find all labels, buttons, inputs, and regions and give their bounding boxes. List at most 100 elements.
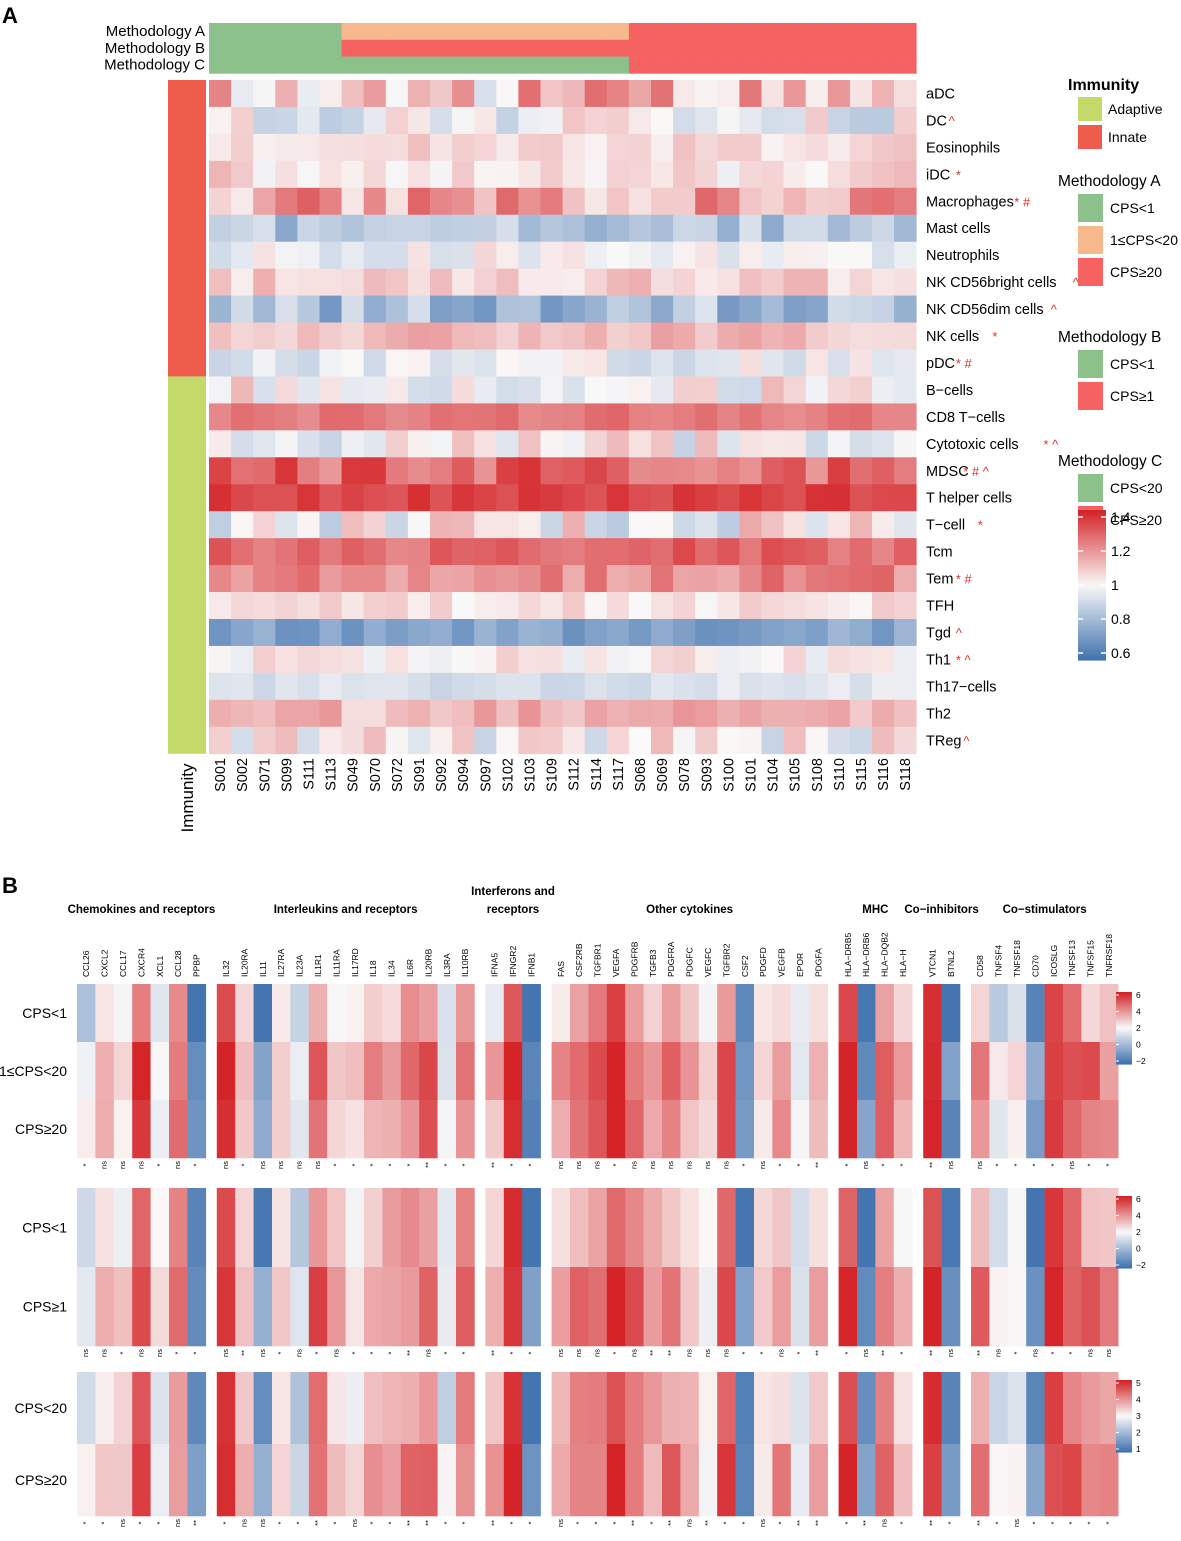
heatmap-cell xyxy=(496,187,519,216)
annotation-cell xyxy=(606,23,630,41)
heatmap-cell xyxy=(805,565,829,593)
heatmap-cell xyxy=(518,565,541,593)
expression-cell xyxy=(551,1188,571,1268)
heatmap-cell xyxy=(452,187,475,216)
expression-cell xyxy=(235,984,254,1043)
expression-cell xyxy=(437,1372,457,1445)
expression-cell xyxy=(216,1188,236,1268)
heatmap-cell xyxy=(385,80,409,108)
significance-label: * xyxy=(611,1163,620,1166)
heatmap-cell xyxy=(518,106,541,135)
expression-cell xyxy=(662,1100,681,1159)
expression-cell xyxy=(1081,1372,1101,1445)
colorbar-segment xyxy=(1116,1402,1132,1405)
sample-label: S101 xyxy=(743,758,759,792)
colorbar-tick-label: 2 xyxy=(1136,1428,1141,1438)
heatmap-cell xyxy=(695,430,718,458)
expression-cell xyxy=(364,1444,383,1517)
sample-label: S049 xyxy=(346,758,362,792)
expression-cell xyxy=(754,1042,773,1101)
legend-label: CPS≥20 xyxy=(1110,512,1162,528)
heatmap-cell xyxy=(739,403,762,431)
expression-cell xyxy=(364,984,383,1043)
heatmap-cell xyxy=(584,403,608,431)
heatmap-cell xyxy=(518,349,541,377)
heatmap-cell xyxy=(805,538,829,566)
heatmap-cell xyxy=(452,295,475,323)
expression-cell xyxy=(150,1100,170,1159)
heatmap-cell xyxy=(496,645,519,674)
expression-cell xyxy=(327,1042,346,1101)
heatmap-cell xyxy=(319,726,342,755)
heatmap-cell xyxy=(341,511,365,539)
heatmap-cell xyxy=(673,672,696,701)
heatmap-cell xyxy=(783,187,807,216)
heatmap-cell xyxy=(584,268,608,296)
heatmap-cell xyxy=(363,241,387,270)
colorbar-segment xyxy=(1078,615,1106,619)
heatmap-cell xyxy=(231,214,254,243)
heatmap-cell xyxy=(783,214,807,243)
heatmap-cell xyxy=(518,403,541,431)
expression-cell xyxy=(809,1188,828,1268)
category-label: receptors xyxy=(487,904,539,916)
heatmap-cell xyxy=(894,268,917,296)
expression-cell xyxy=(606,1267,626,1347)
annotation-cell xyxy=(695,56,718,74)
heatmap-cell xyxy=(717,322,740,350)
heatmap-cell xyxy=(496,133,519,162)
colorbar-segment xyxy=(1116,1216,1132,1219)
heatmap-cell xyxy=(872,268,895,296)
heatmap-cell xyxy=(341,403,365,431)
heatmap-cell xyxy=(407,295,431,323)
expression-cell xyxy=(95,1267,115,1347)
expression-cell xyxy=(790,1372,810,1445)
heatmap-cell xyxy=(717,699,740,728)
heatmap-cell xyxy=(651,538,674,566)
expression-cell xyxy=(1099,1042,1119,1101)
heatmap-cell xyxy=(496,295,519,323)
expression-cell xyxy=(551,984,571,1043)
heatmap-cell xyxy=(253,484,276,512)
expression-cell xyxy=(643,1267,663,1347)
heatmap-cell xyxy=(673,268,696,296)
heatmap-cell xyxy=(761,403,784,431)
heatmap-cell xyxy=(849,106,873,135)
significance-label: * xyxy=(192,1163,201,1166)
expression-cell xyxy=(364,1372,383,1445)
heatmap-cell xyxy=(849,645,873,674)
sample-label: S113 xyxy=(324,758,340,791)
gene-label: IL3RA xyxy=(442,953,452,977)
heatmap-cell xyxy=(275,241,298,270)
colorbar-segment xyxy=(1116,1238,1132,1241)
colorbar-segment xyxy=(1116,1416,1132,1419)
heatmap-cell xyxy=(606,133,630,162)
expression-cell xyxy=(327,1372,346,1445)
significance-label: ns xyxy=(758,1519,767,1527)
immunity-bar-innate xyxy=(168,80,206,377)
annotation-cell xyxy=(849,56,873,74)
heatmap-cell xyxy=(739,376,762,404)
significance-label: * xyxy=(508,1521,517,1524)
expression-cell xyxy=(216,1444,236,1517)
gene-label: PDGFD xyxy=(758,947,768,977)
heatmap-cell xyxy=(209,592,232,620)
expression-cell xyxy=(437,1188,457,1268)
gene-label: VTCN1 xyxy=(927,949,937,977)
expression-cell xyxy=(1044,1444,1064,1517)
heatmap-cell xyxy=(717,726,740,755)
expression-cell xyxy=(772,1372,792,1445)
heatmap-cell xyxy=(584,430,608,458)
expression-cell xyxy=(456,1444,475,1517)
expression-cell xyxy=(698,1100,718,1159)
annotation-cell xyxy=(606,39,630,57)
expression-cell xyxy=(790,1267,810,1347)
heatmap-cell xyxy=(827,295,851,323)
gene-label: TNFSF13 xyxy=(1067,940,1077,977)
expression-cell xyxy=(588,984,608,1043)
heatmap-cell xyxy=(849,672,873,701)
immunity-axis-label: Immunity xyxy=(178,763,197,832)
heatmap-cell xyxy=(319,106,342,135)
heatmap-cell xyxy=(452,403,475,431)
heatmap-cell xyxy=(761,430,784,458)
